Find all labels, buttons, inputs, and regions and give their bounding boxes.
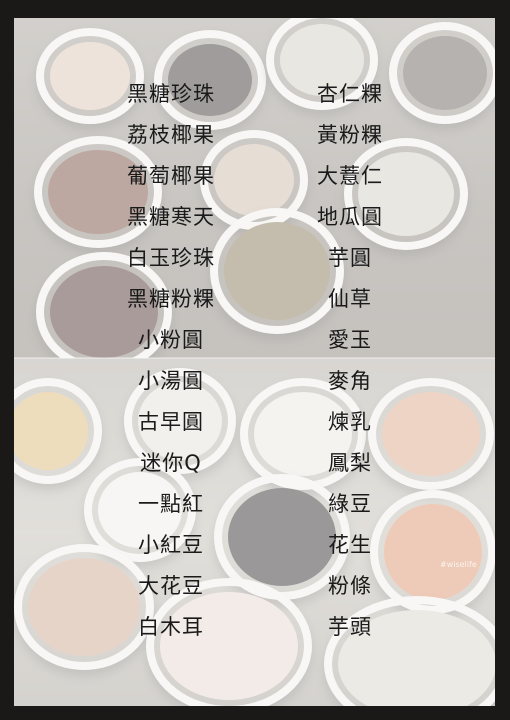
menu-item-right: 地瓜圓 [317, 205, 383, 229]
menu-item-left: 葡萄椰果 [127, 164, 215, 188]
menu-item-left: 大花豆 [138, 574, 204, 598]
menu-item-left: 一點紅 [138, 492, 204, 516]
menu-item-left: 白玉珍珠 [127, 246, 215, 270]
photo-watermark: #wiselife [440, 560, 477, 569]
menu-item-left: 白木耳 [138, 615, 204, 639]
menu-item-left: 小紅豆 [138, 533, 204, 557]
menu-item-left: 古早圓 [138, 410, 204, 434]
menu-item-right: 綠豆 [328, 492, 372, 516]
menu-item-right: 杏仁粿 [317, 82, 383, 106]
menu-item-left: 小粉圓 [138, 328, 204, 352]
menu-item-right: 鳳梨 [328, 451, 372, 475]
menu-item-right: 黃粉粿 [317, 123, 383, 147]
menu-item-left: 黑糖珍珠 [127, 82, 215, 106]
menu-item-right: 花生 [328, 533, 372, 557]
menu-item-right: 芋頭 [328, 615, 372, 639]
menu-item-right: 粉條 [328, 574, 372, 598]
photo-seam [14, 357, 495, 359]
menu-item-left: 迷你Q [140, 451, 202, 475]
menu-item-left: 小湯圓 [138, 369, 204, 393]
menu-item-right: 大薏仁 [317, 164, 383, 188]
menu-item-right: 麥角 [328, 369, 372, 393]
menu-item-right: 仙草 [328, 287, 372, 311]
menu-item-left: 黑糖粉粿 [127, 287, 215, 311]
menu-item-right: 愛玉 [328, 328, 372, 352]
menu-item-left: 荔枝椰果 [127, 123, 215, 147]
white-overlay [14, 18, 495, 706]
menu-item-right: 芋圓 [328, 246, 372, 270]
menu-item-right: 煉乳 [328, 410, 372, 434]
menu-item-left: 黑糖寒天 [127, 205, 215, 229]
